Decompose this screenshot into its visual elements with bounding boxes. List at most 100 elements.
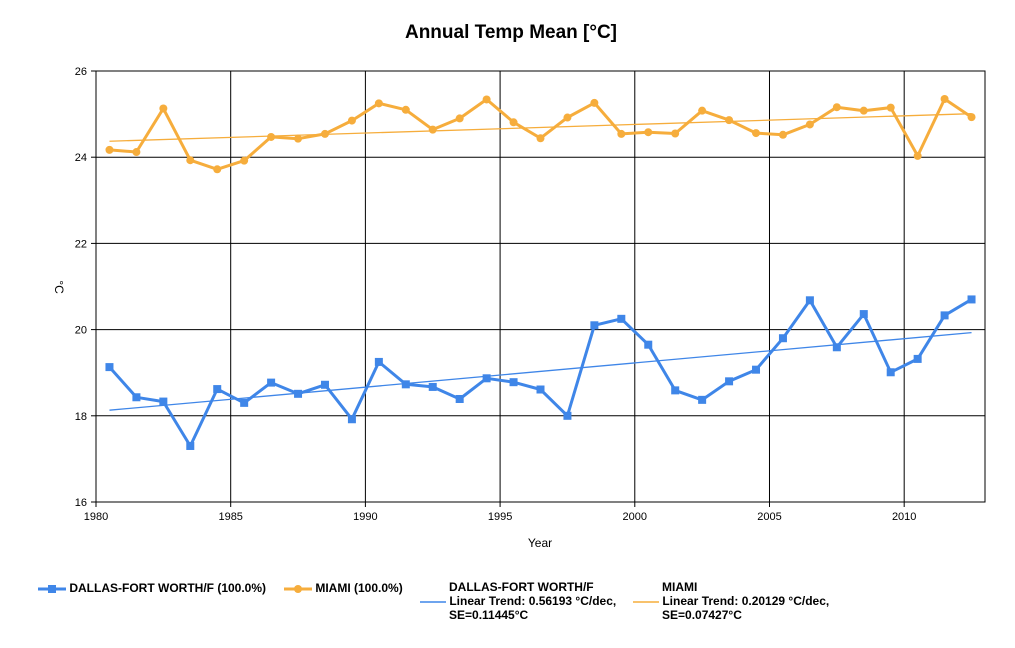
data-point	[671, 386, 680, 395]
data-point	[320, 129, 329, 138]
tick-labels: 16 18 20 22 24 26 1980 1985 1990 1995 2000 2005 2010	[75, 66, 917, 523]
data-point	[482, 374, 491, 383]
y-tick-label: 24	[75, 152, 87, 164]
data-point	[832, 343, 841, 352]
grid-layer	[91, 70, 986, 507]
y-tick-label: 26	[75, 66, 87, 78]
data-point	[886, 103, 895, 112]
x-axis-label: Year	[528, 536, 552, 550]
data-point	[401, 105, 410, 114]
dallas-trend-swatch	[420, 601, 446, 603]
x-tick-label: 1985	[218, 511, 242, 523]
x-tick-label: 1995	[488, 511, 512, 523]
data-point	[347, 415, 356, 424]
data-point	[267, 378, 276, 387]
miami-trend-swatch	[633, 601, 659, 603]
data-point	[401, 380, 410, 389]
data-point	[294, 134, 303, 143]
miami-trend-se: SE=0.07427°C	[662, 608, 742, 622]
legend-item-dallas[interactable]: DALLAS-FORT WORTH/F (100.0%)	[38, 581, 266, 595]
dallas-legend-swatch	[38, 584, 66, 593]
data-point	[859, 106, 868, 115]
data-point	[536, 134, 545, 143]
data-point	[428, 125, 437, 134]
data-point	[725, 377, 734, 386]
data-point	[698, 395, 707, 404]
data-point	[913, 151, 922, 160]
dallas-trend-se: SE=0.11445°C	[449, 608, 529, 622]
y-tick-label: 16	[75, 497, 87, 509]
data-point	[105, 145, 114, 154]
data-point	[159, 104, 168, 113]
data-point	[509, 118, 518, 127]
miami-legend-swatch	[284, 584, 312, 593]
x-tick-label: 2010	[892, 511, 916, 523]
data-point	[590, 98, 599, 107]
series-layer	[105, 95, 976, 450]
data-point	[752, 129, 761, 138]
x-tick-label: 2000	[623, 511, 647, 523]
data-point	[347, 116, 356, 125]
data-point	[563, 113, 572, 122]
data-point	[374, 357, 383, 366]
x-tick-label: 2005	[757, 511, 781, 523]
data-point	[967, 113, 976, 122]
data-point	[698, 106, 707, 115]
data-point	[671, 129, 680, 138]
data-point	[105, 363, 114, 372]
y-tick-label: 18	[75, 411, 87, 423]
dallas-trend-text: Linear Trend: 0.56193 °C/dec,	[449, 594, 617, 608]
data-point	[778, 130, 787, 139]
data-point	[159, 397, 168, 406]
data-point	[886, 368, 895, 377]
data-point	[859, 310, 868, 319]
data-point	[213, 165, 222, 174]
data-point	[644, 340, 653, 349]
data-point	[778, 334, 787, 343]
y-tick-label: 22	[75, 238, 87, 250]
series-line	[108, 298, 973, 448]
dallas-legend-label: DALLAS-FORT WORTH/F (100.0%)	[69, 581, 267, 595]
data-point	[428, 382, 437, 391]
dallas-trend-name: DALLAS-FORT WORTH/F	[449, 580, 594, 594]
trendlines	[109, 113, 972, 411]
data-point	[617, 314, 626, 323]
miami-trend-name: MIAMI	[662, 580, 698, 594]
data-point	[482, 95, 491, 104]
data-point	[132, 393, 141, 402]
data-point	[617, 129, 626, 138]
data-point	[186, 441, 195, 450]
data-point	[967, 295, 976, 304]
y-tick-label: 20	[75, 325, 87, 337]
data-point	[455, 394, 464, 403]
x-tick-label: 1980	[84, 511, 108, 523]
x-tick-label: 1990	[353, 511, 377, 523]
data-point	[240, 398, 249, 407]
data-point	[832, 103, 841, 112]
legend-item-miami[interactable]: MIAMI (100.0%)	[284, 581, 403, 595]
data-point	[455, 114, 464, 123]
data-point	[805, 296, 814, 305]
data-point	[940, 311, 949, 320]
data-point	[186, 156, 195, 165]
data-point	[940, 95, 949, 104]
data-point	[509, 378, 518, 387]
data-point	[294, 389, 303, 398]
data-point	[913, 354, 922, 363]
chart-title: Annual Temp Mean [°C]	[405, 22, 617, 43]
data-point	[267, 132, 276, 141]
series-line	[109, 97, 973, 171]
data-point	[725, 116, 734, 125]
data-point	[132, 148, 141, 157]
data-point	[805, 120, 814, 129]
miami-trend-text: Linear Trend: 0.20129 °C/dec,	[662, 594, 830, 608]
data-point	[320, 380, 329, 389]
legend-trend-dallas[interactable]: DALLAS-FORT WORTH/F Linear Trend: 0.5619…	[420, 580, 630, 622]
data-point	[213, 385, 222, 394]
legend-trend-miami[interactable]: MIAMI Linear Trend: 0.20129 °C/dec, SE=0…	[633, 580, 863, 622]
data-point	[590, 321, 599, 330]
data-point	[240, 156, 249, 165]
data-point	[644, 128, 653, 137]
trendline	[109, 113, 972, 142]
